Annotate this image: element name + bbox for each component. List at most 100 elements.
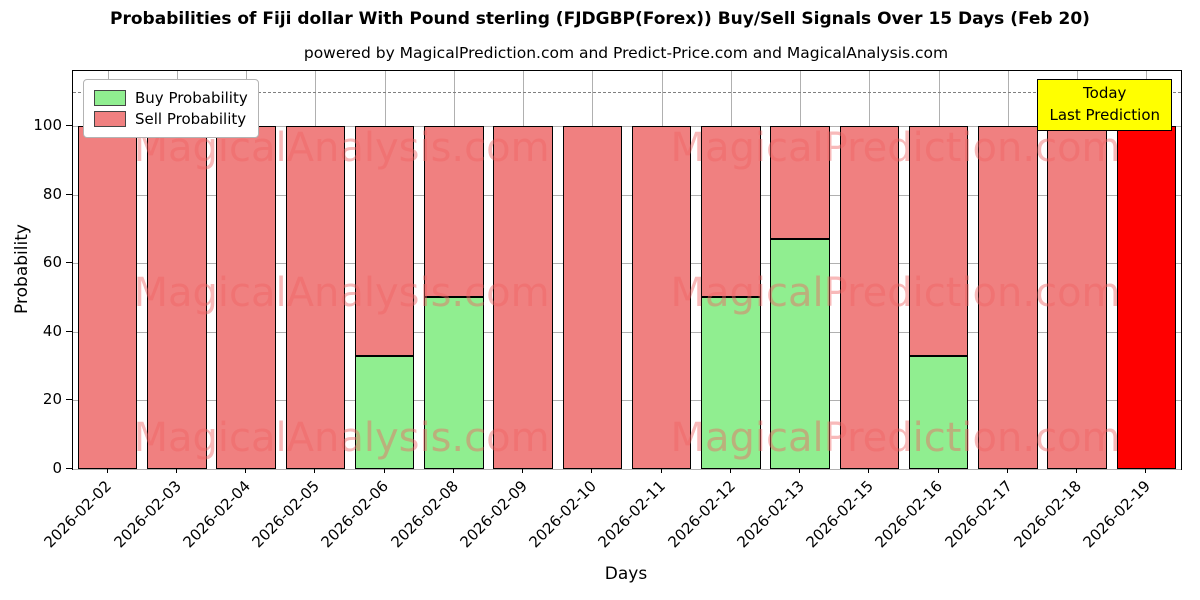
annotation-line2: Last Prediction [1049,105,1160,124]
sell-color-swatch [94,111,126,127]
x-tick-mark [175,468,177,473]
x-tick-mark [937,468,939,473]
sell-bar-segment [701,125,761,298]
x-tick-label: 2026-02-03 [110,477,185,552]
plot-area: MagicalAnalysis.com MagicalPrediction.com… [72,70,1182,470]
x-tick-label: 2026-02-18 [1010,477,1085,552]
x-tick-mark [245,468,247,473]
bar-2026-02-13 [770,125,830,469]
bar-2026-02-02 [77,125,138,469]
x-tick-label: 2026-02-16 [871,477,947,552]
sell-bar-segment [562,125,623,469]
y-tick-mark [66,193,72,195]
bar-2026-02-05 [285,125,346,469]
x-tick-mark [1076,468,1078,473]
bar-2026-02-15 [839,125,900,469]
x-tick-mark [314,468,316,473]
sell-bar-segment [285,125,346,469]
buy-bar-segment [770,239,830,469]
x-tick-mark [1006,468,1008,473]
bar-2026-02-12 [701,125,761,469]
bar-2026-02-10 [562,125,623,469]
x-tick-label: 2026-02-19 [1079,477,1155,552]
h-gridline [73,125,1181,127]
h-gridline [73,400,1181,402]
h-gridline [73,263,1181,265]
y-tick-mark [66,399,72,401]
bar-2026-02-06 [354,125,415,469]
last-prediction-bar-segment [1116,125,1177,469]
sell-bar-segment [77,125,138,469]
sell-bar-segment [424,125,484,298]
x-tick-mark [383,468,385,473]
bar-2026-02-09 [493,125,553,469]
sell-bar-segment [908,125,969,356]
bar-2026-02-04 [216,125,276,469]
dashed-threshold-line [73,91,1181,93]
legend-sell-label: Sell Probability [135,110,247,128]
x-tick-label: 2026-02-05 [248,477,324,552]
bar-2026-02-16 [908,125,969,469]
x-tick-label: 2026-02-10 [525,477,601,552]
annotation-line1: Today [1083,84,1127,102]
sell-bar-segment [978,125,1038,469]
y-tick-label: 80 [42,184,62,203]
bar-2026-02-08 [424,125,484,469]
sell-bar-segment [216,125,276,469]
x-axis-label: Days [604,564,648,584]
legend-entry-sell: Sell Probability [94,110,248,128]
buy-bar-segment [701,297,761,469]
y-tick-label: 40 [42,321,62,340]
chart-title: Probabilities of Fiji dollar With Pound … [110,9,1090,29]
x-tick-mark [660,468,662,473]
y-tick-mark [66,330,72,332]
sell-bar-segment [493,125,553,469]
x-tick-label: 2026-02-12 [664,477,739,552]
sell-bar-segment [770,125,830,240]
x-tick-mark [799,468,801,473]
bars-layer [73,71,1181,469]
bar-2026-02-19 [1116,125,1177,469]
x-tick-mark [591,468,593,473]
sell-bar-segment [354,125,415,356]
y-tick-mark [66,468,72,469]
sell-bar-segment [147,125,207,469]
bar-2026-02-17 [978,125,1038,469]
x-tick-mark [522,468,524,473]
buy-color-swatch [94,90,126,106]
x-tick-mark [452,468,454,473]
bar-2026-02-03 [147,125,207,469]
x-tick-label: 2026-02-15 [802,477,878,552]
x-tick-label: 2026-02-11 [594,477,670,552]
sell-bar-segment [631,125,692,469]
x-tick-label: 2026-02-17 [941,477,1016,552]
x-tick-mark [106,468,108,473]
x-tick-mark [729,468,731,473]
x-tick-label: 2026-02-13 [733,477,808,552]
h-gridline [73,331,1181,333]
buy-bar-segment [354,355,415,469]
y-tick-label: 60 [42,253,62,272]
h-gridline [73,194,1181,196]
x-tick-label: 2026-02-08 [387,477,462,552]
bar-2026-02-11 [631,125,692,469]
x-tick-label: 2026-02-06 [317,477,393,552]
x-tick-label: 2026-02-04 [179,477,254,552]
y-tick-mark [66,124,72,126]
y-tick-label: 100 [33,115,62,134]
buy-bar-segment [424,297,484,469]
y-tick-label: 0 [52,459,62,477]
y-tick-label: 20 [42,390,62,409]
h-gridline [73,469,1181,470]
legend-entry-buy: Buy Probability [94,89,248,107]
x-tick-label: 2026-02-02 [40,477,116,552]
y-tick-mark [66,262,72,264]
sell-bar-segment [1047,125,1107,469]
today-annotation: Today Last Prediction [1037,79,1172,131]
sell-bar-segment [839,125,900,469]
legend-buy-label: Buy Probability [135,89,248,107]
legend: Buy Probability Sell Probability [83,79,259,138]
x-tick-label: 2026-02-09 [456,477,531,552]
buy-bar-segment [908,355,969,469]
